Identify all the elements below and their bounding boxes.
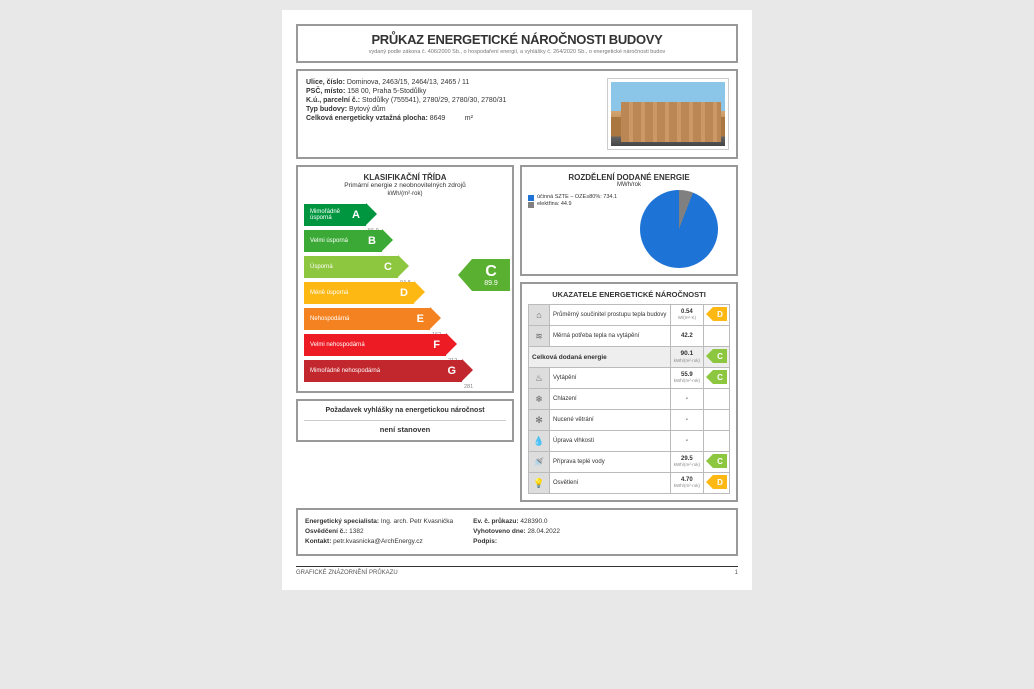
indicator-icon: 💡 (532, 476, 546, 490)
indicator-row: 💡Osvětlení4.70 kWh/(m²·rok)D (529, 473, 730, 494)
indicator-icon: ♨ (532, 371, 546, 385)
certificate-page: PRŮKAZ ENERGETICKÉ NÁROČNOSTI BUDOVY vyd… (282, 10, 752, 590)
grade-badge-C: C (706, 370, 727, 384)
rating-arrow (458, 259, 472, 291)
indicator-icon: 🚿 (532, 455, 546, 469)
rating-bar-B: Velmi úspornáB (304, 229, 506, 253)
rating-bars: Mimořádně úspornáA56.9Velmi úspornáBÚspo… (304, 203, 506, 383)
main-title: PRŮKAZ ENERGETICKÉ NÁROČNOSTI BUDOVY (304, 32, 730, 47)
indicator-header-row: Celková dodaná energie90.1 kWh/(m²·rok)C (529, 347, 730, 368)
indicator-row: ⌂Průměrný součinitel prostupu tepla budo… (529, 305, 730, 326)
energy-distribution-box: ROZDĚLENÍ DODANÉ ENERGIE MWh/rok účinná … (520, 165, 738, 276)
rating-bar-E: NehospodárnáE162 (304, 307, 506, 331)
grade-badge-D: D (706, 307, 727, 321)
footer-right: Ev. č. průkazu: 428390.0 Vyhotoveno dne:… (473, 517, 560, 546)
indicator-icon: ❄ (532, 392, 546, 406)
req-value: není stanoven (304, 420, 506, 434)
indicator-row: ♨Vytápění55.9 kWh/(m²·rok)C (529, 368, 730, 389)
pie-unit: MWh/rok (528, 182, 730, 188)
footer-left: Energetický specialista: Ing. arch. Petr… (305, 517, 453, 546)
rating-box: C 89.9 (472, 259, 510, 291)
indicator-row: ✻Nucené větrání- (529, 410, 730, 431)
indicators-table: ⌂Průměrný součinitel prostupu tepla budo… (528, 304, 730, 494)
indicator-row: ❄Chlazení- (529, 389, 730, 410)
indicator-icon: ⌂ (532, 308, 546, 322)
requirement-box: Požadavek vyhlášky na energetickou nároč… (296, 399, 514, 442)
indicator-row: 🚿Příprava teplé vody29.5 kWh/(m²·rok)C (529, 452, 730, 473)
page-footer-right: 1 (735, 570, 738, 576)
page-footer: GRAFICKÉ ZNÁZORNĚNÍ PRŮKAZU 1 (296, 566, 738, 576)
class-unit: kWh/(m²·rok) (304, 191, 506, 197)
rating-bar-A: Mimořádně úspornáA56.9 (304, 203, 506, 227)
class-sub: Primární energie z neobnovitelných zdroj… (304, 182, 506, 189)
grade-badge-C: C (706, 454, 727, 468)
building-info: Ulice, číslo: Dominova, 2463/15, 2464/13… (306, 79, 600, 149)
rating-badge: C 89.9 (458, 259, 510, 291)
indicator-icon: ≋ (532, 329, 546, 343)
classification-box: KLASIFIKAČNÍ TŘÍDA Primární energie z ne… (296, 165, 514, 393)
indicator-icon: ✻ (532, 413, 546, 427)
rating-bar-F: Velmi nehospodárnáF212 (304, 333, 506, 357)
grade-badge-D: D (706, 475, 727, 489)
pie-chart (640, 190, 718, 268)
req-title: Požadavek vyhlášky na energetickou nároč… (304, 407, 506, 414)
grade-badge-C: C (706, 349, 727, 363)
class-title: KLASIFIKAČNÍ TŘÍDA (304, 173, 506, 182)
indicators-box: UKAZATELE ENERGETICKÉ NÁROČNOSTI ⌂Průměr… (520, 282, 738, 502)
subtitle: vydaný podle zákona č. 406/2000 Sb., o h… (304, 49, 730, 55)
indicator-row: ≋Měrná potřeba tepla na vytápění42.2 (529, 326, 730, 347)
title-box: PRŮKAZ ENERGETICKÉ NÁROČNOSTI BUDOVY vyd… (296, 24, 738, 63)
page-footer-left: GRAFICKÉ ZNÁZORNĚNÍ PRŮKAZU (296, 570, 398, 576)
indicator-row: 💧Úprava vlhkosti- (529, 431, 730, 452)
rating-bar-G: Mimořádně nehospodárnáG281 (304, 359, 506, 383)
indicator-icon: 💧 (532, 434, 546, 448)
building-info-box: Ulice, číslo: Dominova, 2463/15, 2464/13… (296, 69, 738, 159)
indicators-title: UKAZATELE ENERGETICKÉ NÁROČNOSTI (528, 290, 730, 299)
building-photo (608, 79, 728, 149)
pie-title: ROZDĚLENÍ DODANÉ ENERGIE (528, 173, 730, 182)
footer-box: Energetický specialista: Ing. arch. Petr… (296, 508, 738, 555)
